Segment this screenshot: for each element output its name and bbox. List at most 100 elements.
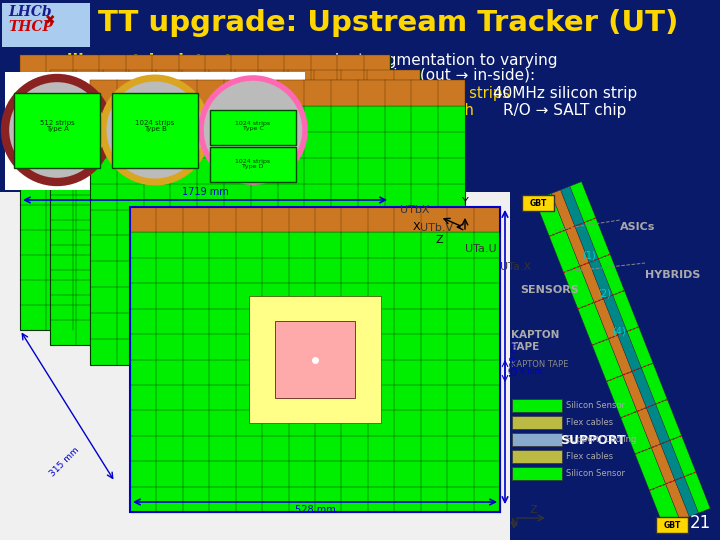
FancyBboxPatch shape [510, 192, 720, 540]
Text: Silicon Sensor: Silicon Sensor [566, 401, 625, 410]
Text: silicon strip detector: silicon strip detector [58, 53, 253, 71]
Polygon shape [623, 372, 647, 411]
Text: ▸  98 → 49 mm long strips: ▸ 98 → 49 mm long strips [320, 86, 510, 101]
Polygon shape [666, 480, 689, 520]
Polygon shape [594, 299, 618, 339]
Polygon shape [618, 332, 642, 372]
Text: Flex cables: Flex cables [566, 418, 613, 427]
Text: 1024 strips
Type B: 1024 strips Type B [135, 119, 175, 132]
FancyBboxPatch shape [512, 399, 562, 412]
FancyBboxPatch shape [210, 147, 296, 182]
Text: KAPTON TAPE: KAPTON TAPE [511, 360, 568, 369]
Polygon shape [606, 375, 637, 418]
FancyBboxPatch shape [210, 110, 296, 145]
FancyBboxPatch shape [20, 55, 390, 80]
Text: (1): (1) [582, 250, 595, 260]
Polygon shape [632, 368, 656, 408]
Text: occupancies (out → in-side):: occupancies (out → in-side): [320, 68, 535, 83]
Text: THCP: THCP [8, 20, 53, 34]
Text: UTa.U: UTa.U [465, 244, 497, 254]
Polygon shape [584, 218, 610, 259]
Polygon shape [656, 400, 682, 440]
Text: TT upgrade: Upstream Tracker (UT): TT upgrade: Upstream Tracker (UT) [98, 9, 678, 37]
Text: HYBRIDS: HYBRIDS [645, 270, 701, 280]
Text: R/O → SALT chip: R/O → SALT chip [503, 103, 626, 118]
Circle shape [103, 78, 207, 182]
Text: KAPTON: KAPTON [511, 330, 559, 340]
Text: Z: Z [435, 235, 443, 245]
FancyBboxPatch shape [512, 433, 562, 446]
Polygon shape [652, 444, 675, 484]
Circle shape [201, 78, 305, 182]
FancyBboxPatch shape [50, 70, 420, 95]
Polygon shape [580, 262, 603, 302]
Polygon shape [598, 254, 624, 295]
Text: 21: 21 [689, 514, 711, 532]
FancyBboxPatch shape [112, 93, 198, 168]
Text: 528 mm: 528 mm [294, 505, 336, 515]
Polygon shape [593, 339, 623, 381]
Text: (4): (4) [612, 327, 626, 337]
Text: UTb.V: UTb.V [420, 223, 453, 233]
Polygon shape [684, 472, 710, 513]
Polygon shape [649, 484, 680, 526]
Polygon shape [637, 408, 661, 448]
Text: (2): (2) [597, 288, 611, 298]
Text: 40MHz silicon strip: 40MHz silicon strip [493, 86, 637, 101]
Text: 1538 mm: 1538 mm [510, 337, 519, 377]
Polygon shape [647, 404, 670, 444]
Text: LHCb: LHCb [8, 5, 52, 19]
Text: middle: middle [129, 66, 181, 80]
Polygon shape [549, 230, 580, 273]
Text: Silicon Sensor: Silicon Sensor [566, 469, 625, 478]
Text: Flex cables: Flex cables [566, 452, 613, 461]
Text: ▸  190 → 95 μm pitch: ▸ 190 → 95 μm pitch [320, 103, 474, 118]
FancyBboxPatch shape [130, 207, 500, 232]
Text: X: X [413, 222, 420, 232]
Polygon shape [535, 193, 566, 237]
Text: SUPPORT: SUPPORT [560, 434, 626, 447]
FancyBboxPatch shape [275, 321, 355, 397]
Polygon shape [561, 186, 584, 226]
Circle shape [5, 78, 109, 182]
Text: N: N [511, 518, 518, 528]
FancyBboxPatch shape [90, 80, 465, 365]
FancyBboxPatch shape [14, 93, 100, 168]
Text: ✖: ✖ [45, 13, 55, 26]
Text: 512 strips
Type A: 512 strips Type A [40, 119, 74, 132]
Text: outer: outer [34, 66, 76, 80]
Text: GBT: GBT [663, 521, 680, 530]
FancyBboxPatch shape [20, 55, 390, 330]
Text: 1719 mm: 1719 mm [181, 187, 228, 197]
Polygon shape [566, 226, 589, 266]
Polygon shape [621, 411, 652, 454]
FancyBboxPatch shape [130, 207, 500, 512]
FancyBboxPatch shape [90, 80, 465, 106]
Polygon shape [608, 335, 632, 375]
Polygon shape [575, 222, 598, 262]
FancyBboxPatch shape [656, 517, 688, 533]
Text: GBT: GBT [529, 199, 546, 207]
Polygon shape [642, 363, 667, 404]
Polygon shape [570, 181, 596, 222]
Text: 315 mm: 315 mm [48, 446, 81, 478]
Polygon shape [613, 291, 639, 332]
FancyBboxPatch shape [50, 70, 420, 345]
FancyBboxPatch shape [512, 450, 562, 463]
Text: UTbX: UTbX [400, 205, 430, 215]
Text: 1024 strips
Type C: 1024 strips Type C [235, 120, 271, 131]
Text: 1024 strips
Type D: 1024 strips Type D [235, 159, 271, 170]
Text: adapt segmentation to varying: adapt segmentation to varying [320, 53, 557, 68]
Text: ASICs: ASICs [620, 222, 655, 232]
FancyBboxPatch shape [522, 195, 554, 211]
FancyBboxPatch shape [512, 467, 562, 480]
FancyBboxPatch shape [5, 72, 305, 190]
Text: Y: Y [462, 197, 469, 207]
FancyBboxPatch shape [249, 296, 381, 423]
Polygon shape [578, 302, 608, 345]
FancyBboxPatch shape [0, 192, 720, 540]
Polygon shape [589, 259, 613, 299]
Polygon shape [670, 436, 696, 477]
Text: Support/ Cooling: Support/ Cooling [566, 435, 636, 444]
Polygon shape [627, 327, 653, 368]
